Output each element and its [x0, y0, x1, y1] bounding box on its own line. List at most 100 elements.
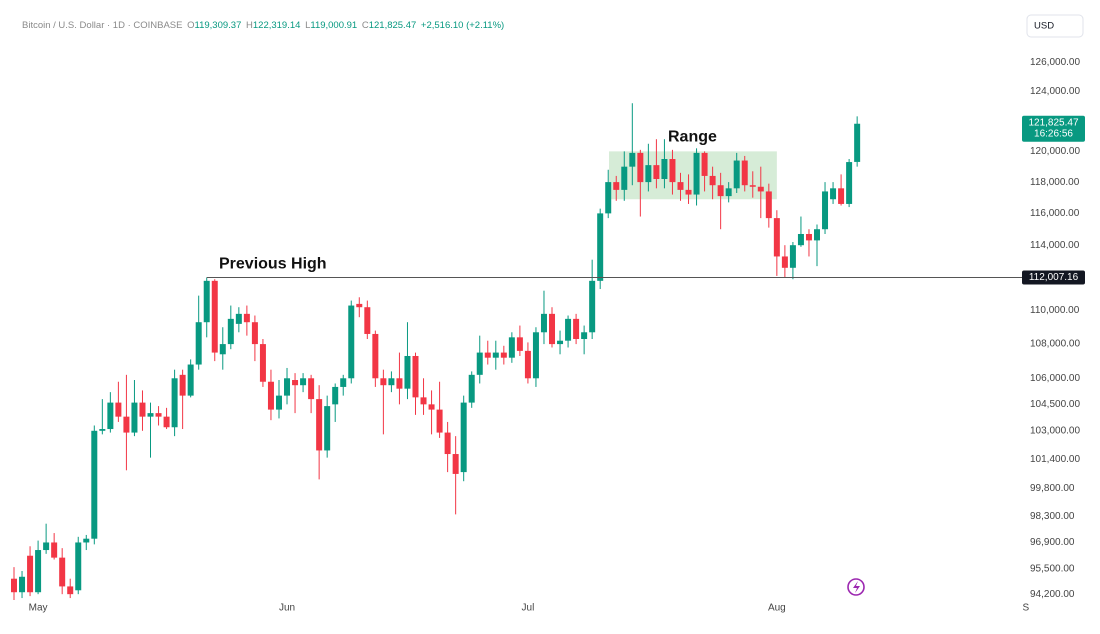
- close-value: 121,825.47: [369, 20, 417, 31]
- candle-body: [396, 378, 403, 389]
- candle-body: [420, 397, 427, 405]
- candle-body: [324, 406, 331, 451]
- y-tick-label: 108,000.00: [1030, 339, 1080, 350]
- candle-body: [163, 416, 170, 428]
- candle-body: [91, 430, 98, 539]
- candle-body: [838, 188, 845, 204]
- candle-body: [653, 165, 660, 180]
- hline-price-tag: [1022, 270, 1085, 285]
- x-tick-label: May: [29, 603, 48, 614]
- candle-body: [693, 152, 700, 195]
- candle-body: [99, 429, 106, 431]
- open-value: 119,309.37: [195, 20, 242, 31]
- candle-body: [372, 333, 379, 379]
- candle-body: [814, 229, 820, 241]
- y-tick-label: 104,500.00: [1030, 399, 1080, 410]
- candle-body: [749, 185, 756, 187]
- candle-body: [645, 165, 652, 183]
- y-tick-label: 95,500.00: [1030, 564, 1075, 575]
- candle-body: [364, 307, 371, 334]
- candle-body: [300, 378, 307, 386]
- candle-body: [741, 160, 748, 186]
- candle-body: [492, 352, 499, 358]
- candle-body: [773, 218, 780, 257]
- previous-high-label: Previous High: [219, 256, 327, 273]
- candle-body: [733, 160, 740, 189]
- high-value: 122,319.14: [253, 20, 301, 31]
- candle-body: [27, 555, 34, 593]
- candle-body: [460, 402, 467, 473]
- candle-body: [171, 378, 178, 428]
- hline-price-label: 112,007.16: [1029, 272, 1079, 283]
- candle-body: [854, 123, 861, 162]
- candle-body: [380, 378, 387, 386]
- candle-body: [581, 332, 588, 340]
- candle-body: [107, 402, 114, 430]
- currency-label: USD: [1034, 21, 1054, 32]
- candle-body: [629, 152, 636, 167]
- candle-body: [123, 416, 130, 433]
- last-price-tag: [1022, 115, 1085, 142]
- candle-body: [51, 542, 58, 558]
- candle-body: [292, 380, 299, 386]
- candle-body: [243, 313, 250, 323]
- plot-area: [11, 103, 861, 600]
- y-tick-label: 103,000.00: [1030, 425, 1080, 436]
- candle-body: [468, 374, 475, 403]
- candle-body: [308, 378, 315, 400]
- candle-body: [717, 185, 724, 197]
- candle-body: [444, 432, 451, 455]
- candle-body: [677, 182, 684, 190]
- candle-body: [275, 395, 282, 410]
- candle-body: [516, 337, 523, 351]
- candle-body: [613, 182, 620, 190]
- candle-body: [436, 409, 443, 433]
- candle-body: [227, 318, 234, 345]
- y-tick-label: 98,300.00: [1030, 511, 1075, 522]
- candle-body: [757, 186, 764, 192]
- low-label: L: [305, 20, 310, 31]
- candle-body: [284, 378, 291, 396]
- candle-body: [685, 189, 692, 195]
- y-tick-label: 124,000.00: [1030, 86, 1080, 97]
- candle-body: [797, 233, 804, 246]
- candle-body: [267, 381, 274, 410]
- y-tick-label: 99,800.00: [1030, 483, 1075, 494]
- logo-icon[interactable]: [847, 578, 865, 596]
- high-label: H: [246, 20, 253, 31]
- symbol-title: Bitcoin / U.S. Dollar · 1D · COINBASE: [22, 20, 182, 31]
- candle-body: [669, 159, 676, 183]
- x-tick-label: Jun: [279, 603, 295, 614]
- candle-body: [83, 538, 90, 543]
- range-box: [609, 151, 777, 200]
- candle-body: [661, 159, 668, 180]
- candle-body: [557, 340, 564, 345]
- candle-body: [549, 313, 556, 345]
- candle-body: [597, 213, 604, 281]
- candle-body: [219, 344, 226, 355]
- candle-body: [11, 578, 17, 593]
- x-tick-label: Aug: [768, 603, 786, 614]
- candle-body: [179, 374, 186, 396]
- candle-body: [356, 303, 363, 308]
- candle-body: [187, 364, 194, 396]
- candle-body: [139, 402, 146, 417]
- candle-body: [75, 542, 82, 591]
- candle-body: [332, 386, 339, 405]
- candle-body: [765, 191, 772, 219]
- candle-body: [43, 542, 50, 551]
- y-tick-label: 110,000.00: [1030, 305, 1080, 316]
- candle-body: [155, 413, 162, 417]
- candle-body: [500, 352, 507, 358]
- y-tick-label: 106,000.00: [1030, 373, 1080, 384]
- candle-body: [340, 378, 347, 387]
- y-tick-label: 118,000.00: [1030, 177, 1080, 188]
- candle-body: [805, 233, 812, 241]
- candle-body: [589, 280, 596, 333]
- low-value: 119,000.91: [310, 20, 357, 31]
- currency-button[interactable]: [1026, 14, 1084, 38]
- candle-body: [701, 152, 708, 176]
- candle-body: [452, 454, 459, 474]
- open-label: O: [187, 20, 194, 31]
